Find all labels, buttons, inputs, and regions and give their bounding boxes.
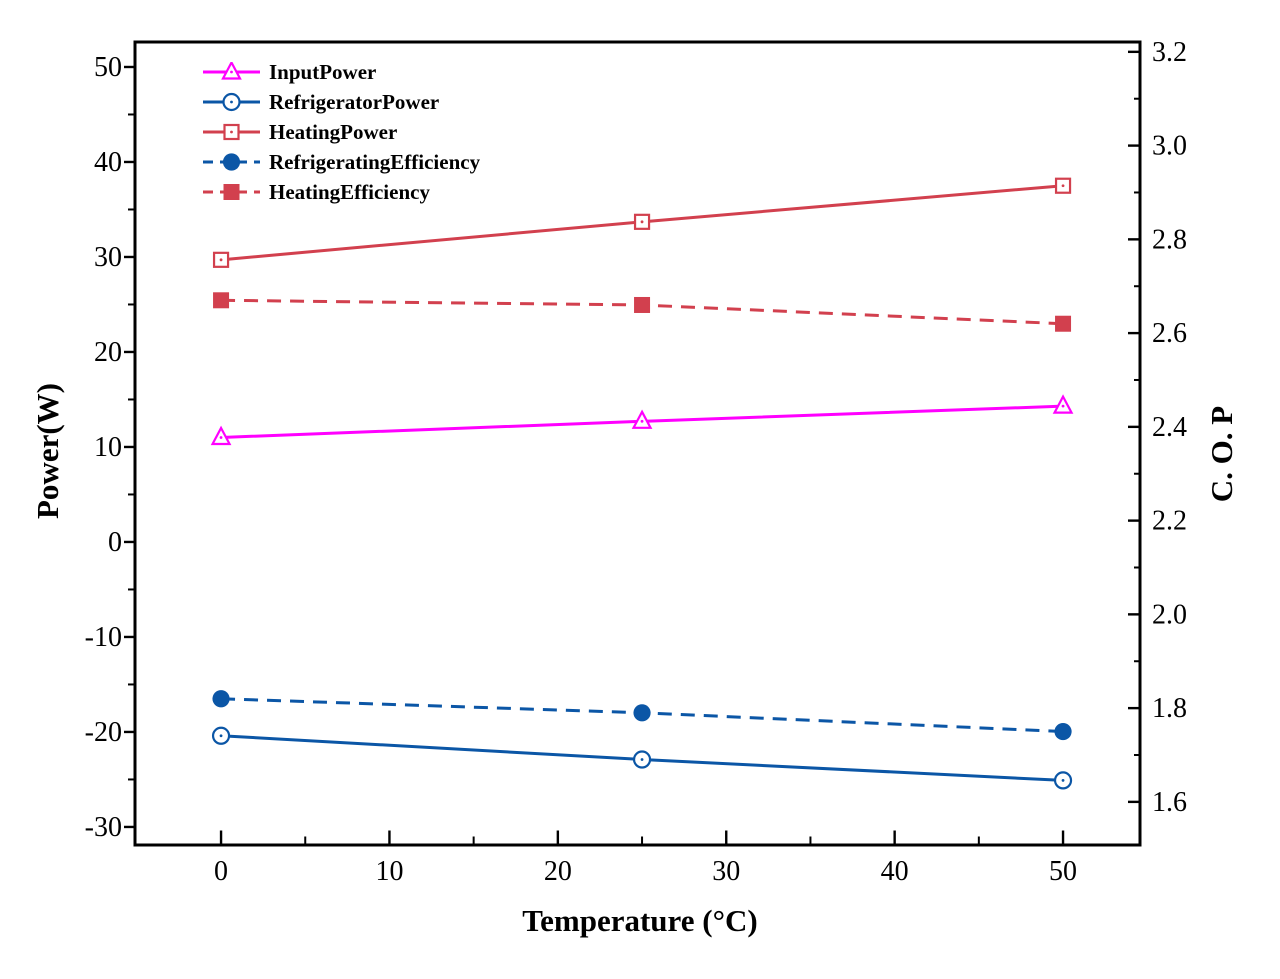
- triangle-open-marker: [221, 60, 242, 80]
- right-tick-label: 3.2: [1152, 37, 1187, 68]
- square-filled-marker: [213, 292, 230, 309]
- plot-frame: [133, 40, 1142, 847]
- square-filled-marker: [223, 184, 240, 200]
- legend-sample-canvas: [203, 123, 260, 141]
- legend-sample-canvas: [203, 153, 260, 171]
- x-tick-label: 40: [881, 856, 909, 887]
- left-tick-label: 20: [94, 337, 122, 368]
- left-tick-label: -10: [85, 622, 122, 653]
- legend-sample-square-filled: [203, 182, 260, 202]
- legend: InputPower RefrigeratorPower HeatingPowe…: [203, 57, 480, 207]
- square-open-marker: [1061, 184, 1065, 188]
- legend-sample-canvas: [203, 60, 260, 80]
- circle-open-marker: [1061, 779, 1065, 782]
- square-open-marker: [640, 220, 644, 224]
- triangle-open-marker: [640, 419, 644, 423]
- right-tick-label: 2.8: [1152, 224, 1187, 255]
- legend-sample-circle-filled: [203, 152, 260, 172]
- legend-label: HeatingPower: [269, 119, 398, 144]
- legend-sample-canvas: [203, 184, 260, 200]
- legend-sample-triangle-open: [203, 60, 260, 82]
- left-tick-label: 10: [94, 432, 122, 463]
- x-tick-label: 30: [712, 856, 740, 887]
- square-filled-marker: [1055, 315, 1072, 332]
- triangle-open-marker: [230, 70, 233, 74]
- left-tick-label: 50: [94, 52, 122, 83]
- triangle-open-marker: [210, 425, 232, 446]
- circle-filled-marker: [633, 704, 651, 722]
- circle-open-marker: [219, 734, 223, 738]
- legend-item-heating-power: HeatingPower: [203, 117, 480, 147]
- legend-item-heating-efficiency: HeatingEfficiency: [203, 177, 480, 207]
- right-tick-label: 2.4: [1152, 412, 1187, 443]
- left-tick-label: -30: [85, 812, 122, 843]
- circle-filled-marker: [222, 153, 241, 171]
- legend-item-refrigerator-power: RefrigeratorPower: [203, 87, 480, 117]
- triangle-open-marker: [1061, 404, 1065, 408]
- circle-open-marker: [640, 758, 644, 761]
- right-tick-label: 1.8: [1152, 693, 1187, 724]
- square-open-marker: [230, 130, 233, 134]
- x-tick-label: 20: [544, 856, 572, 887]
- triangle-open-marker: [631, 409, 653, 429]
- left-tick-label: 30: [94, 242, 122, 273]
- square-filled-marker: [634, 296, 651, 313]
- circle-open-marker: [230, 100, 233, 104]
- right-tick-label: 2.6: [1152, 318, 1187, 349]
- legend-sample-square-open: [203, 122, 260, 142]
- triangle-open-marker: [1052, 394, 1074, 414]
- x-tick-label: 0: [214, 856, 228, 887]
- right-tick-label: 2.2: [1152, 506, 1187, 537]
- x-tick-label: 50: [1049, 856, 1077, 887]
- legend-item-refrigerating-efficiency: RefrigeratingEfficiency: [203, 147, 480, 177]
- legend-sample-canvas: [203, 92, 260, 112]
- legend-item-input-power: InputPower: [203, 57, 480, 87]
- left-tick-label: -20: [85, 717, 122, 748]
- right-tick-label: 1.6: [1152, 787, 1187, 818]
- right-tick-label: 2.0: [1152, 599, 1187, 630]
- left-tick-label: 40: [94, 147, 122, 178]
- right-tick-label: 3.0: [1152, 131, 1187, 162]
- left-tick-label: 0: [108, 527, 122, 558]
- legend-sample-circle-open: [203, 92, 260, 112]
- circle-filled-marker: [1054, 722, 1072, 741]
- square-open-marker: [219, 258, 223, 262]
- triangle-open-marker: [219, 436, 223, 439]
- legend-label: HeatingEfficiency: [269, 179, 430, 204]
- circle-filled-marker: [212, 690, 230, 708]
- legend-label: RefrigeratorPower: [269, 89, 440, 114]
- x-tick-label: 10: [375, 856, 403, 887]
- legend-label: RefrigeratingEfficiency: [269, 149, 481, 174]
- legend-label: InputPower: [269, 59, 377, 84]
